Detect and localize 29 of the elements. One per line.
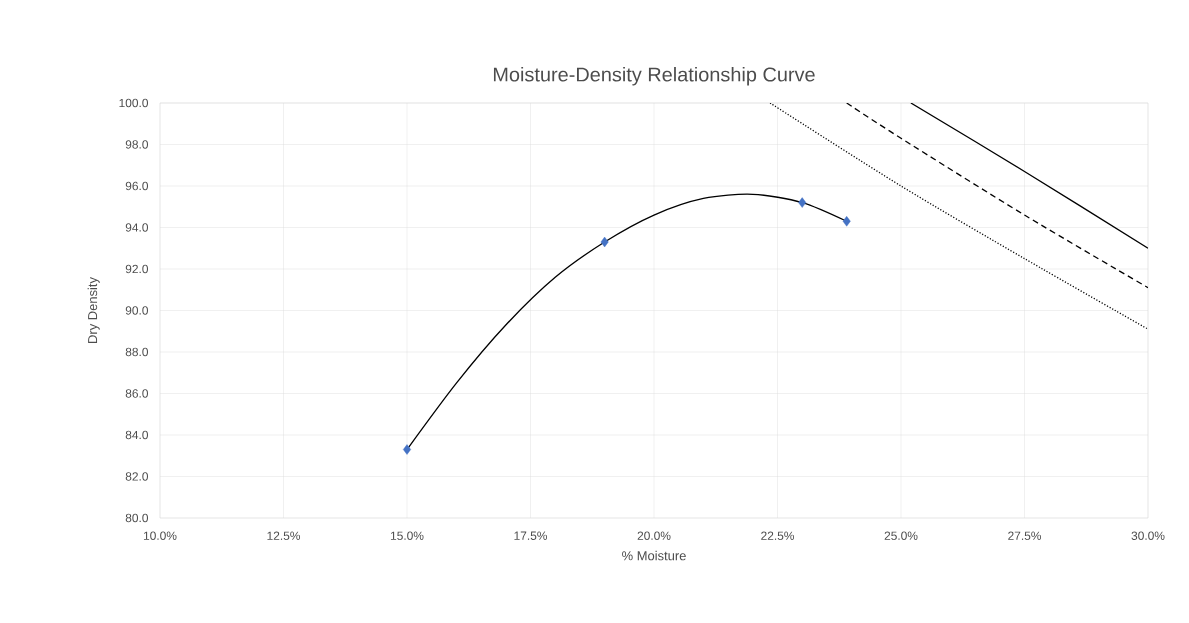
y-tick-label: 90.0 xyxy=(125,306,149,315)
y-tick-label: 84.0 xyxy=(125,430,149,440)
x-tick-label: 22.5% xyxy=(761,531,795,540)
x-tick-label: 15.0% xyxy=(390,531,424,540)
y-axis-title: Dry Density xyxy=(87,277,100,343)
x-axis-title: % Moisture xyxy=(622,550,686,561)
line-series xyxy=(846,102,1149,289)
x-tick-label: 30.0% xyxy=(1131,531,1165,540)
x-tick-label: 25.0% xyxy=(884,531,918,540)
line-series xyxy=(769,102,1149,330)
y-tick-label: 96.0 xyxy=(125,181,149,191)
y-tick-label: 94.0 xyxy=(125,223,149,232)
point xyxy=(798,197,807,208)
y-tick-label: 98.0 xyxy=(125,140,149,149)
chart-title: Moisture-Density Relationship Curve xyxy=(493,66,815,86)
y-tick-label: 86.0 xyxy=(125,389,149,398)
y-tick-label: 88.0 xyxy=(125,347,149,357)
y-tick-label: 92.0 xyxy=(125,264,149,274)
point xyxy=(600,236,609,248)
x-tick-label: 12.5% xyxy=(267,531,301,540)
y-tick-label: 80.0 xyxy=(125,513,149,523)
x-tick-label: 20.0% xyxy=(637,531,671,540)
x-tick-label: 27.5% xyxy=(1008,531,1042,540)
y-tick-label: 82.0 xyxy=(125,472,149,481)
x-tick-label: 10.0% xyxy=(143,531,177,540)
y-tick-label: 100.0 xyxy=(119,98,149,108)
x-tick-label: 17.5% xyxy=(514,531,548,540)
point xyxy=(842,216,851,227)
point xyxy=(403,444,411,455)
